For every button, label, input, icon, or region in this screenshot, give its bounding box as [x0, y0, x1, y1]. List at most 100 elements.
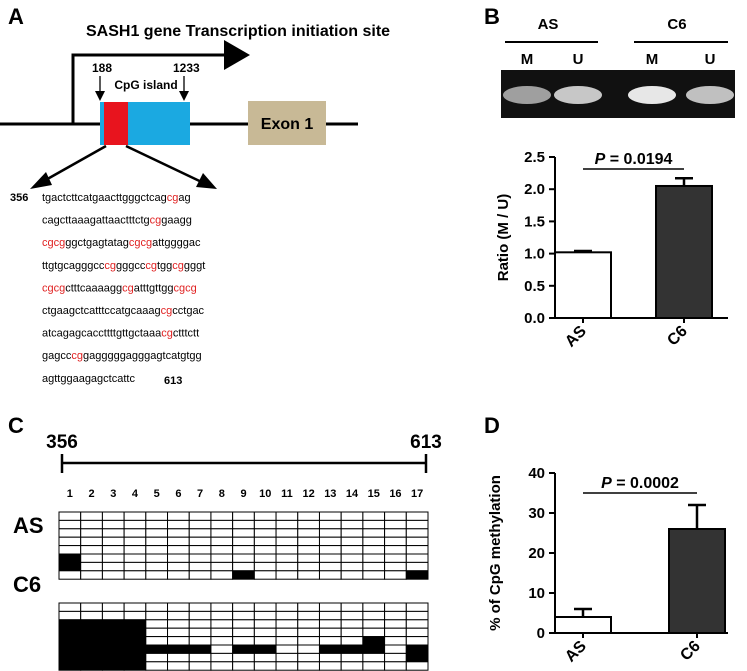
cg-site: cg — [150, 215, 162, 227]
unmethylated-cpg — [80, 519, 103, 530]
methylated-cpg — [123, 644, 147, 654]
unmethylated-cpg — [275, 536, 299, 547]
unmethylated-cpg — [167, 661, 190, 671]
unmethylated-cpg — [210, 619, 234, 629]
position-188: 188 — [92, 61, 112, 75]
methylated-cpg — [80, 627, 103, 638]
unmethylated-cpg — [188, 652, 212, 663]
unmethylated-cpg — [340, 511, 364, 521]
unmethylated-cpg — [145, 545, 169, 555]
unmethylated-cpg — [123, 519, 147, 530]
unmethylated-cpg — [145, 553, 169, 563]
panel-d: D 0 10 20 30 40 % of CpG methylation AS C6 P = 0… — [484, 413, 728, 666]
sequence-line: cgcgggctgagtatagcgcgattggggac — [42, 237, 201, 249]
unmethylated-cpg — [405, 627, 429, 638]
unmethylated-cpg — [405, 661, 429, 671]
cpg-site-number: 3 — [110, 488, 116, 500]
unmethylated-cpg — [362, 545, 386, 555]
unmethylated-cpg — [58, 545, 82, 555]
transcription-start-arrow — [71, 40, 250, 124]
unmethylated-cpg — [275, 636, 299, 646]
methylated-cpg — [101, 644, 125, 654]
unmethylated-cpg — [384, 561, 407, 572]
unmethylated-cpg — [123, 536, 147, 547]
unmethylated-cpg — [318, 553, 342, 563]
unmethylated-cpg — [188, 511, 212, 521]
zoom-arrows — [30, 144, 217, 189]
x-tick-label: C6 — [677, 638, 704, 665]
cg-site: cg — [141, 237, 153, 249]
unmethylated-cpg — [340, 610, 364, 621]
cg-site: cg — [104, 260, 116, 272]
x-tick-label: AS — [562, 323, 590, 351]
unmethylated-cpg — [405, 636, 429, 646]
unmethylated-cpg — [58, 511, 82, 521]
unmethylated-cpg — [362, 602, 386, 612]
methylated-cpg — [405, 570, 429, 580]
analyzed-region-box — [104, 102, 128, 145]
unmethylated-cpg — [405, 561, 429, 572]
unmethylated-cpg — [362, 519, 386, 530]
unmethylated-cpg — [384, 545, 407, 555]
methylated-cpg — [318, 644, 342, 654]
unmethylated-cpg — [275, 561, 299, 572]
unmethylated-cpg — [405, 602, 429, 612]
bar-c6 — [668, 528, 726, 634]
unmethylated-cpg — [145, 511, 169, 521]
unmethylated-cpg — [123, 570, 147, 580]
unmethylated-cpg — [145, 570, 169, 580]
position-1233: 1233 — [173, 61, 200, 75]
unmethylated-cpg — [362, 553, 386, 563]
unmethylated-cpg — [80, 536, 103, 547]
unmethylated-cpg — [405, 619, 429, 629]
gel-bands — [503, 86, 734, 104]
methylated-cpg — [362, 636, 386, 646]
panel-c-label: C — [8, 413, 24, 438]
unmethylated-cpg — [275, 652, 299, 663]
gel-lane-4-label: U — [705, 51, 716, 68]
unmethylated-cpg — [297, 619, 320, 629]
unmethylated-cpg — [253, 570, 277, 580]
sequence-end-number: 613 — [164, 375, 182, 387]
unmethylated-cpg — [58, 536, 82, 547]
unmethylated-cpg — [232, 661, 255, 671]
unmethylated-cpg — [167, 519, 190, 530]
unmethylated-cpg — [253, 528, 277, 538]
unmethylated-cpg — [145, 536, 169, 547]
unmethylated-cpg — [297, 553, 320, 563]
unmethylated-cpg — [167, 570, 190, 580]
unmethylated-cpg — [405, 545, 429, 555]
cg-site: cg — [145, 260, 157, 272]
unmethylated-cpg — [210, 553, 234, 563]
unmethylated-cpg — [318, 545, 342, 555]
methylated-cpg — [362, 644, 386, 654]
unmethylated-cpg — [340, 661, 364, 671]
cpg-site-number: 7 — [197, 488, 203, 500]
unmethylated-cpg — [297, 636, 320, 646]
sequence-line: gagcccggagggggagggagtcatgtgg — [42, 350, 202, 362]
methylated-cpg — [123, 661, 147, 671]
methylated-cpg — [340, 644, 364, 654]
gel-band — [554, 86, 602, 104]
methylated-cpg — [123, 652, 147, 663]
unmethylated-cpg — [58, 610, 82, 621]
unmethylated-cpg — [275, 627, 299, 638]
methylated-cpg — [58, 661, 82, 671]
chart-b: 0.0 0.5 1.0 1.5 2.0 2.5 Ratio (M / U) AS C6 P = 0… — [495, 149, 728, 351]
unmethylated-cpg — [362, 570, 386, 580]
cpg-site-number: 5 — [154, 488, 160, 500]
unmethylated-cpg — [210, 627, 234, 638]
x-tick-label: C6 — [664, 323, 691, 350]
methylated-cpg — [80, 619, 103, 629]
unmethylated-cpg — [253, 545, 277, 555]
unmethylated-cpg — [253, 610, 277, 621]
unmethylated-cpg — [384, 519, 407, 530]
unmethylated-cpg — [340, 536, 364, 547]
y-tick-label: 30 — [528, 505, 545, 522]
unmethylated-cpg — [340, 519, 364, 530]
unmethylated-cpg — [232, 602, 255, 612]
methylated-cpg — [232, 570, 255, 580]
cpg-site-number: 8 — [219, 488, 225, 500]
unmethylated-cpg — [101, 553, 125, 563]
panel-b-label: B — [484, 4, 500, 29]
